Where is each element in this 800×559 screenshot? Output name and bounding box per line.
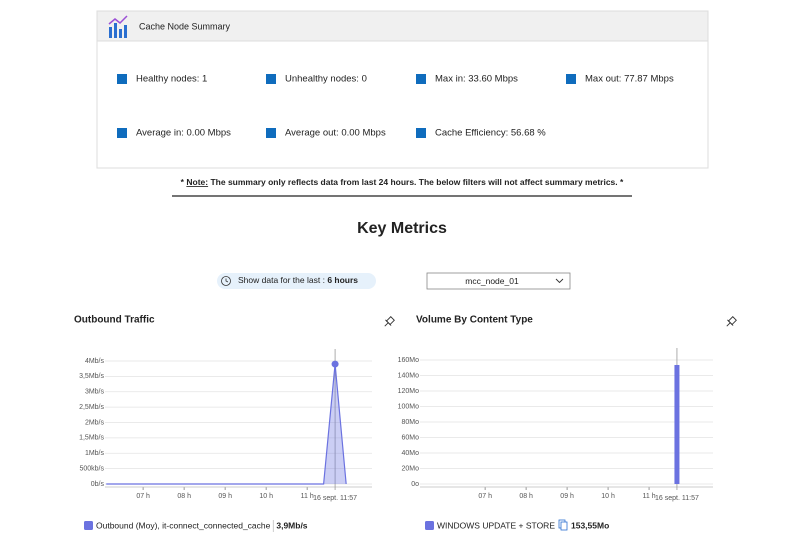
clock-icon: [221, 276, 231, 286]
pin-icon[interactable]: [724, 316, 737, 329]
legend-swatch: [425, 521, 434, 530]
x-tick-label: 07 h: [478, 493, 492, 500]
y-tick-label: 20Mo: [401, 465, 419, 472]
summary-bullet: [416, 74, 426, 84]
summary-bullet: [117, 74, 127, 84]
y-tick-label: 140Mo: [398, 372, 420, 379]
summary-item: Max in: 33.60 Mbps: [435, 74, 518, 85]
crosshair-label: 16 sept. 11:57: [313, 495, 357, 502]
y-tick-label: 160Mo: [398, 357, 420, 364]
hover-point: [331, 360, 339, 368]
y-tick-label: 2,5Mb/s: [79, 404, 104, 411]
summary-header: [96, 10, 709, 42]
summary-item: Max out: 77.87 Mbps: [585, 74, 674, 85]
chart-title: Volume By Content Type: [416, 315, 533, 326]
note-text: The summary only reflects data from last…: [210, 177, 624, 187]
summary-item: Unhealthy nodes: 0: [285, 74, 367, 85]
y-tick-label: 4Mb/s: [85, 358, 105, 365]
time-value: 6 hours: [327, 275, 358, 285]
summary-item: Healthy nodes: 1: [136, 74, 207, 85]
y-tick-label: 1Mb/s: [85, 450, 105, 457]
heading: Key Metrics: [357, 220, 447, 237]
area: [106, 364, 347, 484]
y-tick-label: 3,5Mb/s: [79, 373, 104, 380]
summary-item: Average out: 0.00 Mbps: [285, 128, 386, 139]
legend-value: 3,9Mb/s: [276, 520, 307, 530]
y-tick-label: 40Mo: [401, 450, 419, 457]
x-tick-label: 09 h: [218, 493, 232, 500]
x-tick-label: 08 h: [519, 493, 533, 500]
copy-icon-back: [560, 521, 568, 531]
crosshair-label: 16 sept. 11:57: [655, 495, 699, 502]
y-tick-label: 120Mo: [398, 388, 420, 395]
summary-bullet: [566, 74, 576, 84]
summary-bullet: [117, 128, 127, 138]
y-tick-label: 0b/s: [91, 481, 105, 488]
x-tick-label: 11 h: [301, 493, 314, 500]
summary-bullet: [266, 74, 276, 84]
bar: [674, 364, 680, 484]
note-label: Note:: [186, 177, 208, 187]
time-filter-bg[interactable]: [217, 273, 376, 289]
summary-icon: [108, 15, 128, 38]
y-tick-label: 0o: [411, 481, 419, 488]
y-tick-label: 3Mb/s: [85, 389, 105, 396]
node-dropdown[interactable]: mcc_node_01: [426, 272, 571, 290]
time-filter-text[interactable]: Show data for the last : 6 hours: [238, 275, 358, 285]
summary-item: Average in: 0.00 Mbps: [136, 128, 231, 139]
time-label: Show data for the last :: [238, 275, 325, 285]
legend-label: Outbound (Moy), it-connect_connected_cac…: [96, 520, 271, 530]
dropdown-value[interactable]: mcc_node_01: [465, 276, 519, 286]
line: [106, 364, 347, 485]
summary-items: Healthy nodes: 1 Unhealthy nodes: 0 Max in…: [117, 74, 674, 139]
y-tick-label: 1,5Mb/s: [79, 435, 104, 442]
dropdown-box[interactable]: [426, 272, 571, 290]
legend-label: WINDOWS UPDATE + STORE: [437, 520, 555, 530]
x-tick-label: 11 h: [643, 493, 656, 500]
note: * Note: The summary only reflects data f…: [181, 177, 624, 187]
summary-bullet: [266, 128, 276, 138]
x-tick-label: 08 h: [177, 493, 191, 500]
y-tick-label: 80Mo: [401, 419, 419, 426]
clock-hands: [225, 278, 229, 283]
legend-value: 153,55Mo: [571, 520, 609, 530]
x-tick-label: 07 h: [136, 493, 150, 500]
y-tick-label: 2Mb/s: [85, 419, 105, 426]
x-tick-label: 09 h: [560, 493, 574, 500]
summary-item: Cache Efficiency: 56.68 %: [435, 128, 546, 139]
y-tick-label: 60Mo: [401, 434, 419, 441]
note-lead: *: [181, 177, 185, 187]
pin-icon[interactable]: [382, 316, 395, 329]
legend-swatch: [84, 521, 93, 530]
chart-title: Outbound Traffic: [74, 315, 155, 326]
dropdown-chevron: [555, 278, 564, 284]
y-tick-label: 500kb/s: [79, 465, 104, 472]
summary-title: Cache Node Summary: [139, 21, 231, 31]
summary-bullet: [416, 128, 426, 138]
y-tick-label: 100Mo: [398, 403, 420, 410]
x-tick-label: 10 h: [601, 493, 615, 500]
time-filter[interactable]: Show data for the last : 6 hours: [217, 273, 376, 289]
x-tick-label: 10 h: [259, 493, 273, 500]
